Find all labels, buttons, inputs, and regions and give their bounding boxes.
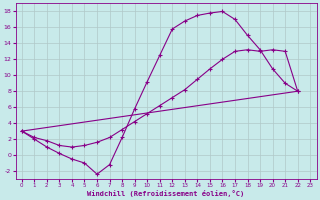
X-axis label: Windchill (Refroidissement éolien,°C): Windchill (Refroidissement éolien,°C) [87, 190, 245, 197]
